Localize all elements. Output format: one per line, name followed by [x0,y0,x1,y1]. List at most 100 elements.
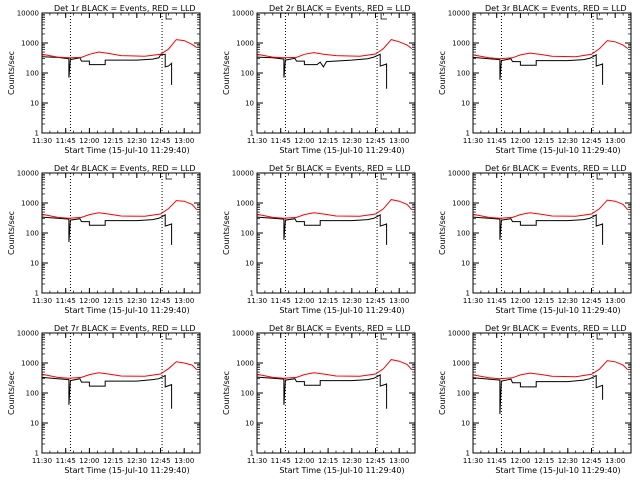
x-tick-label: 11:45 [487,457,507,465]
x-tick-label: 11:30 [32,137,52,145]
x-tick-label: 12:15 [318,137,338,145]
y-axis-label: Counts/sec [438,51,447,95]
x-axis-label: Start Time (15-Jul-10 11:29:40) [64,146,189,155]
x-tick-label: 11:45 [271,457,291,465]
y-tick-label: 10000 [232,10,254,18]
series-events-line [256,374,388,409]
x-tick-label: 13:00 [174,457,194,465]
y-tick-label: 1000 [236,200,254,208]
y-tick-label: 1 [35,130,39,138]
y-tick-label: 1 [466,130,470,138]
y-tick-label: 1 [35,290,39,298]
panel-title: Det 7r BLACK = Events, RED = LLD [54,324,196,333]
y-tick-label: 100 [457,70,470,78]
x-tick-label: 13:00 [605,137,625,145]
panel-3: Det 3r BLACK = Events, RED = LLD Counts/s… [438,4,632,155]
x-axis-label: Start Time (15-Jul-10 11:29:40) [495,306,620,315]
y-tick-label: 100 [241,70,254,78]
series-lld-line [41,39,198,59]
x-tick-label: 12:15 [103,297,123,305]
x-axis-label: Start Time (15-Jul-10 11:29:40) [279,146,404,155]
x-tick-label: 12:00 [79,297,99,305]
plot-frame [472,172,632,294]
series-lld-line [41,200,198,219]
x-tick-label: 12:30 [342,297,362,305]
x-tick-label: 13:00 [605,297,625,305]
y-tick-label: 1000 [21,200,39,208]
x-tick-label: 12:00 [510,457,530,465]
series-events-line [472,54,604,85]
interval-marker [596,13,604,20]
panel-title: Det 2r BLACK = Events, RED = LLD [269,4,411,13]
y-tick-label: 1000 [21,40,39,48]
x-tick-label: 12:45 [581,137,601,145]
y-axis-label: Counts/sec [7,371,16,415]
panel-2: Det 2r BLACK = Events, RED = LLD Counts/s… [222,4,416,155]
series-lld-line [472,40,629,60]
panel-1: Det 1r BLACK = Events, RED = LLD Counts/s… [7,4,201,155]
interval-marker [380,333,388,340]
y-tick-label: 1000 [452,360,470,368]
series-events-line [41,374,173,409]
plot-frame [41,332,201,454]
y-axis-label: Counts/sec [438,371,447,415]
series-events-line [41,53,173,85]
interval-marker [596,333,604,340]
x-axis-label: Start Time (15-Jul-10 11:29:40) [279,466,404,475]
series-lld-line [256,199,413,219]
plot-frame [256,332,416,454]
plot-frame [256,12,416,134]
y-tick-label: 10000 [448,170,470,178]
y-tick-label: 10 [461,260,470,268]
x-tick-label: 11:30 [247,457,267,465]
interval-marker [165,173,173,180]
x-tick-label: 11:30 [247,137,267,145]
interval-marker [165,333,173,340]
y-tick-label: 1 [250,450,254,458]
x-tick-label: 12:30 [342,457,362,465]
y-tick-label: 10 [461,420,470,428]
y-tick-label: 10000 [448,330,470,338]
series-events-line [472,374,604,415]
y-tick-label: 10000 [232,170,254,178]
x-tick-label: 11:45 [487,297,507,305]
interval-marker [596,173,604,180]
series-lld-line [256,359,413,379]
x-tick-label: 13:00 [174,137,194,145]
series-lld-line [41,361,198,379]
x-tick-label: 12:45 [150,457,170,465]
y-axis-label: Counts/sec [7,51,16,95]
panel-title: Det 6r BLACK = Events, RED = LLD [485,164,627,173]
panel-title: Det 4r BLACK = Events, RED = LLD [54,164,196,173]
x-tick-label: 12:45 [365,137,385,145]
x-tick-label: 11:30 [32,297,52,305]
panel-6: Det 6r BLACK = Events, RED = LLD Counts/s… [438,164,632,315]
x-tick-label: 12:45 [365,297,385,305]
x-tick-label: 11:45 [271,137,291,145]
y-tick-label: 10000 [17,170,39,178]
y-axis-label: Counts/sec [222,211,231,255]
y-tick-label: 1 [250,290,254,298]
x-tick-label: 11:30 [32,457,52,465]
y-tick-label: 1000 [452,200,470,208]
series-lld-line [472,199,629,219]
x-tick-label: 12:30 [127,297,147,305]
y-tick-label: 10 [461,100,470,108]
x-tick-label: 12:00 [294,297,314,305]
y-axis-label: Counts/sec [438,211,447,255]
x-tick-label: 12:00 [510,297,530,305]
y-tick-label: 10000 [232,330,254,338]
x-axis-label: Start Time (15-Jul-10 11:29:40) [279,306,404,315]
y-tick-label: 10000 [17,330,39,338]
x-tick-label: 13:00 [605,457,625,465]
plot-frame [472,12,632,134]
plot-frame [41,12,201,134]
panel-8: Det 8r BLACK = Events, RED = LLD Counts/s… [222,324,416,475]
x-axis-label: Start Time (15-Jul-10 11:29:40) [495,466,620,475]
x-tick-label: 12:15 [534,297,554,305]
y-tick-label: 10000 [17,10,39,18]
panel-title: Det 8r BLACK = Events, RED = LLD [269,324,411,333]
series-lld-line [472,360,629,380]
panel-title: Det 1r BLACK = Events, RED = LLD [54,4,196,13]
